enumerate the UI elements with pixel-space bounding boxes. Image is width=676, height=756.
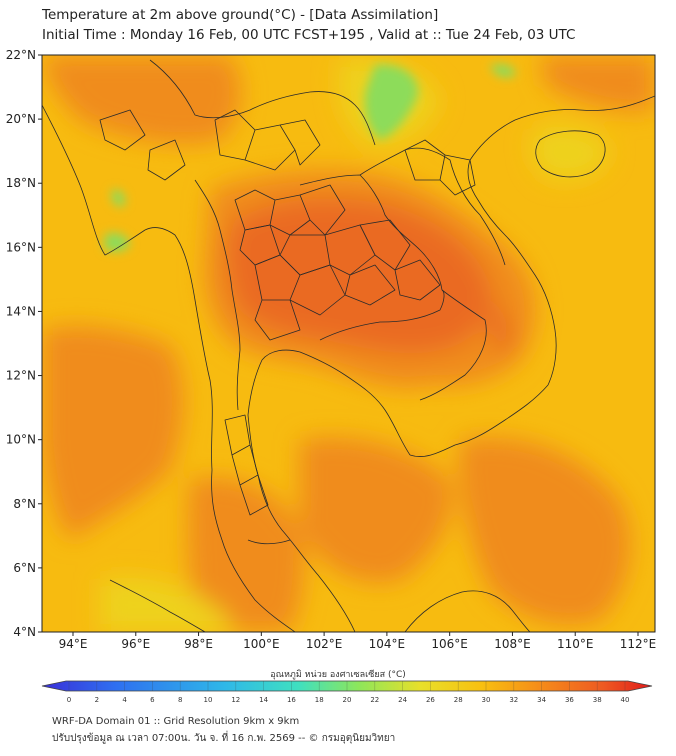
colorbar-label: 32 <box>509 696 518 704</box>
lon-label: 106°E <box>431 637 468 651</box>
coastline-borneo <box>404 590 531 632</box>
colorbar-label: 6 <box>150 696 155 704</box>
border-china-north <box>149 59 376 146</box>
colorbar-ticks: 0 2 4 6 8 10 12 14 16 18 20 22 24 26 28 30 32 34 36 38 40 <box>67 681 630 704</box>
lon-label: 94°E <box>59 637 88 651</box>
colorbar-bar <box>41 680 653 692</box>
map-frame <box>41 54 656 633</box>
coastline-peninsula-east <box>247 359 356 632</box>
lat-label: 8°N <box>13 497 36 511</box>
chart-title: Temperature at 2m above ground(°C) - [Da… <box>42 7 439 23</box>
provinces-6 <box>224 414 269 516</box>
warm-area-north <box>42 55 241 144</box>
latitude-axis: 22°N 20°N 18°N 16°N 14°N 12°N 10°N 8°N 6°N 4°N <box>6 48 42 639</box>
colorbar-label: 2 <box>95 696 99 704</box>
green-area-myanmar <box>104 233 130 252</box>
border-thailand-myanmar <box>194 179 241 411</box>
colorbar-label: 8 <box>178 696 182 704</box>
colorbar-label: 0 <box>67 696 71 704</box>
lon-label: 102°E <box>306 637 343 651</box>
lon-label: 98°E <box>184 637 213 651</box>
coastline-gulf <box>261 349 411 456</box>
provinces-3 <box>344 219 441 306</box>
coastline-cambodia-vietnam <box>409 159 557 457</box>
border-thailand-cambodia <box>319 289 445 341</box>
colorbar: 0 2 4 6 8 10 12 14 16 18 20 22 24 26 28 30 32 34 36 38 40 <box>41 680 653 704</box>
lat-label: 4°N <box>13 625 36 639</box>
footer-domain-info: WRF-DA Domain 01 :: Grid Resolution 9km … <box>52 716 300 727</box>
colorbar-label: 40 <box>621 696 630 704</box>
coastline-hainan <box>535 130 606 178</box>
longitude-axis: 94°E 96°E 98°E 100°E 102°E 104°E 106°E 108°E 110… <box>59 632 657 651</box>
border-thailand-laos <box>299 174 443 291</box>
green-area-myanmar-2 <box>111 189 126 207</box>
warm-area-peninsula <box>188 477 305 632</box>
lat-label: 20°N <box>6 112 36 126</box>
warm-area-northeast <box>540 55 655 112</box>
lon-label: 110°E <box>557 637 594 651</box>
colorbar-label: 26 <box>426 696 435 704</box>
lon-label: 100°E <box>243 637 280 651</box>
footer-update-info: ปรับปรุงข้อมูล ณ เวลา 07:00น. วัน จ. ที่… <box>52 733 396 744</box>
lat-label: 22°N <box>6 48 36 62</box>
country-borders <box>42 59 655 632</box>
lat-label: 12°N <box>6 369 36 383</box>
colorbar-label: 10 <box>204 696 213 704</box>
green-area-laos <box>364 64 419 140</box>
coastline-myanmar <box>42 104 223 541</box>
coastline-sumatra <box>109 579 206 632</box>
temperature-field <box>42 55 655 632</box>
border-cambodia-vietnam <box>419 289 487 401</box>
provinces-5 <box>214 109 321 171</box>
lat-label: 10°N <box>6 433 36 447</box>
hot-area-east <box>488 300 512 351</box>
colorbar-label: 36 <box>565 696 574 704</box>
colorbar-title: อุณหภูมิ หน่วย องศาเซลเซียส (°C) <box>270 670 406 680</box>
coastline-china <box>469 95 655 161</box>
cool-area-hainan <box>531 126 610 181</box>
chart-subtitle: Initial Time : Monday 16 Feb, 00 UTC FCS… <box>42 27 576 43</box>
border-laos-vietnam <box>359 147 506 266</box>
hot-area-core <box>226 198 491 354</box>
lon-label: 112°E <box>620 637 657 651</box>
green-area-northeast <box>490 64 516 78</box>
warm-area-west-coast <box>42 325 184 540</box>
lon-label: 96°E <box>121 637 150 651</box>
colorbar-label: 22 <box>370 696 379 704</box>
warm-area-sea-se <box>459 437 631 625</box>
colorbar-label: 14 <box>259 696 268 704</box>
border-malaysia <box>247 539 291 545</box>
colorbar-label: 34 <box>537 696 546 704</box>
colorbar-label: 28 <box>454 696 463 704</box>
lat-label: 14°N <box>6 304 36 318</box>
colorbar-label: 24 <box>398 696 407 704</box>
colorbar-label: 20 <box>343 696 352 704</box>
coastline-peninsula-west <box>221 539 296 632</box>
colorbar-label: 4 <box>122 696 127 704</box>
colorbar-label: 18 <box>315 696 324 704</box>
lat-label: 6°N <box>13 561 36 575</box>
provinces-1 <box>234 184 346 236</box>
provinces-7 <box>99 109 186 181</box>
provinces-8 <box>404 139 476 196</box>
lon-label: 104°E <box>369 637 406 651</box>
colorbar-label: 38 <box>593 696 602 704</box>
provinces-4 <box>254 254 346 341</box>
lat-label: 16°N <box>6 240 36 254</box>
warm-area-south-sea <box>300 437 452 583</box>
lat-label: 18°N <box>6 176 36 190</box>
lon-label: 108°E <box>494 637 531 651</box>
colorbar-label: 12 <box>231 696 240 704</box>
colorbar-label: 30 <box>482 696 491 704</box>
colorbar-label: 16 <box>287 696 296 704</box>
